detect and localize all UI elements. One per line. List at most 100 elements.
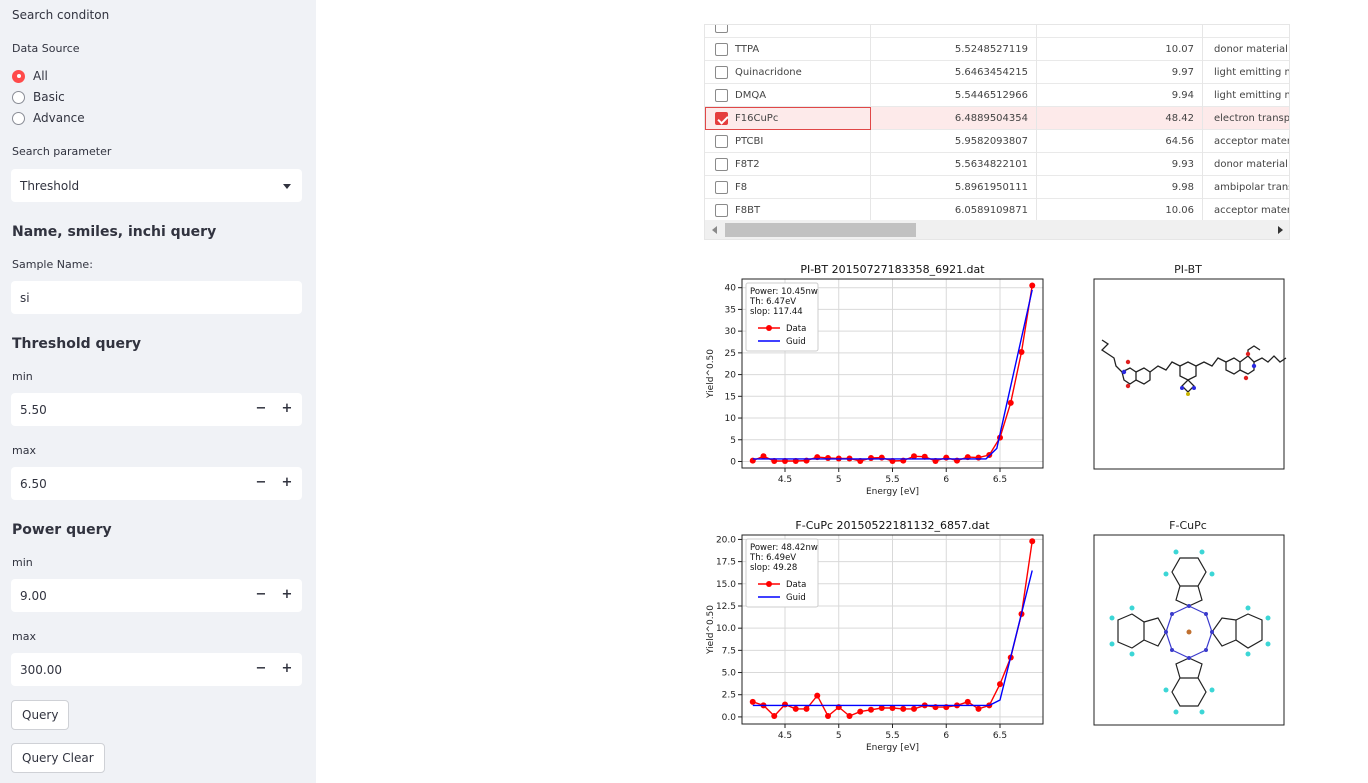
power-max-stepper[interactable]: 300.00 − +	[11, 653, 302, 686]
radio-basic[interactable]: Basic	[12, 88, 65, 106]
data-point	[975, 705, 982, 712]
search-parameter-label: Search parameter	[12, 145, 112, 158]
table-row[interactable]: F16CuPc 6.4889504354 48.42 electron transpo	[705, 107, 1289, 130]
power-cell: 48.42	[1037, 107, 1203, 130]
chart-title: F-CuPc 20150522181132_6857.dat	[795, 519, 990, 532]
table-row[interactable]: F8T2 5.5634822101 9.93 donor material	[705, 153, 1289, 176]
power-cell: 10.07	[1037, 38, 1203, 61]
sample-name: F8BT	[735, 205, 761, 216]
query-clear-button[interactable]: Query Clear	[11, 743, 105, 773]
table-row[interactable]: PTCBI 5.9582093807 64.56 acceptor materi	[705, 130, 1289, 153]
type-cell: light emitting m	[1214, 90, 1290, 101]
nitrogen-atoms-icon	[1164, 604, 1214, 660]
stepper-value: 6.50	[20, 476, 47, 491]
decrement-button[interactable]: −	[255, 661, 267, 676]
type-cell: acceptor materi	[1214, 205, 1290, 216]
name-cell: F8	[705, 176, 871, 199]
name-cell: PTCBI	[705, 130, 871, 153]
table-row[interactable]: F8 5.8961950111 9.98 ambipolar trans	[705, 176, 1289, 199]
horizontal-scrollbar[interactable]	[705, 220, 1289, 239]
data-point	[911, 453, 917, 460]
threshold-cell: 6.0589109871	[871, 199, 1037, 222]
radio-label: Basic	[33, 90, 65, 104]
legend-series-label: Data	[786, 580, 806, 590]
radio-dot[interactable]	[12, 111, 25, 125]
scroll-left-icon[interactable]	[712, 226, 717, 234]
legend-marker	[766, 581, 772, 587]
stepper-value: 5.50	[20, 402, 47, 417]
row-checkbox[interactable]	[715, 89, 728, 102]
threshold-cell: 5.6463454215	[871, 61, 1037, 84]
decrement-button[interactable]: −	[255, 475, 267, 490]
query-button[interactable]: Query	[11, 700, 70, 730]
y-tick-label: 30	[725, 327, 737, 337]
legend-info-text: slop: 117.44	[750, 307, 803, 317]
data-point	[868, 706, 874, 713]
decrement-button[interactable]: −	[255, 587, 267, 602]
row-checkbox[interactable]	[715, 135, 728, 148]
radio-all[interactable]: All	[12, 67, 48, 85]
power-cell: 10.06	[1037, 199, 1203, 222]
legend-series-label: Guid	[786, 337, 806, 347]
row-checkbox[interactable]	[715, 66, 728, 79]
radio-label: Advance	[33, 111, 85, 125]
table-row[interactable]: Quinacridone 5.6463454215 9.97 light emitti…	[705, 61, 1290, 84]
table-row[interactable]: F8BT 6.0589109871 10.06 acceptor materi	[705, 199, 1290, 222]
data-point	[825, 713, 831, 720]
table-row-partial	[705, 25, 1289, 38]
data-point	[878, 454, 885, 461]
data-point	[911, 705, 917, 712]
table-row[interactable]: DMQA 5.5446512966 9.94 light emitting m	[705, 84, 1290, 107]
type-cell: light emitting m	[1214, 67, 1290, 78]
scroll-right-icon[interactable]	[1278, 226, 1283, 234]
radio-dot[interactable]	[12, 90, 25, 104]
power-cell: 9.94	[1037, 84, 1203, 107]
row-checkbox[interactable]	[715, 181, 728, 194]
sample-name-input[interactable]: si	[11, 281, 302, 314]
radio-advance[interactable]: Advance	[12, 109, 85, 127]
sample-name: PTCBI	[735, 136, 764, 147]
data-point	[868, 455, 874, 462]
name-cell: DMQA	[705, 84, 871, 107]
name-cell: Quinacridone	[705, 61, 871, 84]
power-query-heading: Power query	[12, 522, 112, 538]
table-row[interactable]: TTPA 5.5248527119 10.07 donor material	[705, 38, 1289, 61]
plot-frame	[741, 278, 1044, 469]
name-cell: F16CuPc	[705, 107, 871, 130]
sample-name: F16CuPc	[735, 113, 779, 124]
y-tick-label: 15	[725, 392, 736, 402]
legend-series-label: Guid	[786, 593, 806, 603]
row-checkbox[interactable]	[715, 204, 728, 217]
data-point	[760, 453, 767, 460]
y-tick-label: 17.5	[716, 558, 736, 568]
increment-button[interactable]: +	[281, 475, 293, 490]
type-cell	[1203, 25, 1289, 38]
legend-marker	[766, 325, 772, 331]
power-max-label: max	[12, 630, 36, 643]
x-tick-label: 6	[943, 731, 949, 741]
decrement-button[interactable]: −	[255, 401, 267, 416]
increment-button[interactable]: +	[281, 661, 293, 676]
x-tick-label: 5.5	[885, 731, 899, 741]
row-checkbox[interactable]	[715, 112, 728, 125]
radio-dot-selected[interactable]	[12, 69, 25, 83]
increment-button[interactable]: +	[281, 401, 293, 416]
sample-name: DMQA	[735, 90, 767, 101]
data-point	[771, 713, 778, 720]
threshold-min-label: min	[12, 370, 33, 383]
legend-info-text: Power: 48.42nw	[750, 543, 818, 553]
x-tick-label: 4.5	[778, 731, 792, 741]
search-parameter-select[interactable]: Threshold	[11, 169, 302, 202]
threshold-max-stepper[interactable]: 6.50 − +	[11, 467, 302, 500]
x-tick-label: 4.5	[778, 475, 792, 485]
scrollbar-thumb[interactable]	[725, 223, 916, 237]
y-tick-label: 0	[730, 457, 736, 467]
y-tick-label: 25	[725, 349, 736, 359]
row-checkbox[interactable]	[715, 158, 728, 171]
threshold-cell: 5.5634822101	[871, 153, 1037, 176]
increment-button[interactable]: +	[281, 587, 293, 602]
power-min-stepper[interactable]: 9.00 − +	[11, 579, 302, 612]
row-checkbox[interactable]	[715, 43, 728, 56]
threshold-min-stepper[interactable]: 5.50 − +	[11, 393, 302, 426]
row-checkbox[interactable]	[715, 25, 728, 33]
